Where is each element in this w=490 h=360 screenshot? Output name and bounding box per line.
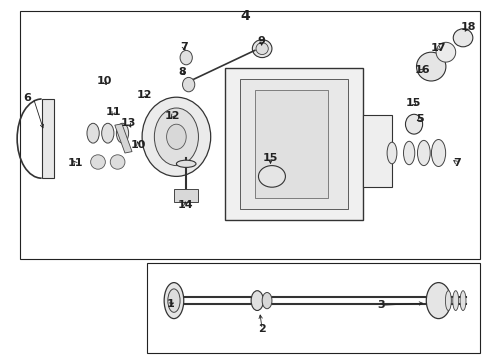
- Ellipse shape: [102, 123, 114, 143]
- Ellipse shape: [445, 291, 451, 310]
- Ellipse shape: [167, 124, 186, 149]
- Ellipse shape: [87, 123, 99, 143]
- Ellipse shape: [460, 291, 466, 310]
- Ellipse shape: [453, 29, 473, 47]
- Ellipse shape: [168, 289, 180, 312]
- Ellipse shape: [110, 155, 125, 169]
- Text: 3: 3: [377, 300, 385, 310]
- Ellipse shape: [182, 77, 195, 92]
- Text: 7: 7: [453, 158, 461, 168]
- Text: 2: 2: [258, 324, 266, 334]
- Ellipse shape: [416, 52, 446, 81]
- Text: 11: 11: [106, 107, 122, 117]
- Text: 5: 5: [416, 114, 424, 124]
- Bar: [255, 90, 328, 198]
- Bar: [115, 124, 132, 153]
- Ellipse shape: [259, 166, 285, 187]
- Text: 15: 15: [263, 153, 278, 163]
- Ellipse shape: [404, 141, 415, 165]
- Text: 11: 11: [67, 158, 83, 168]
- Ellipse shape: [436, 42, 456, 62]
- Ellipse shape: [256, 43, 269, 55]
- Text: 10: 10: [96, 76, 112, 86]
- Ellipse shape: [453, 291, 459, 310]
- Bar: [20, 11, 480, 259]
- Text: 10: 10: [130, 140, 146, 150]
- Bar: [363, 115, 392, 187]
- Ellipse shape: [426, 283, 451, 319]
- Text: 4: 4: [240, 9, 250, 23]
- Text: 7: 7: [180, 42, 188, 52]
- Text: 17: 17: [431, 43, 446, 53]
- Ellipse shape: [117, 123, 128, 143]
- Ellipse shape: [417, 140, 430, 166]
- Bar: [174, 189, 198, 202]
- Text: 18: 18: [460, 22, 476, 32]
- Text: 15: 15: [405, 98, 421, 108]
- Text: 14: 14: [177, 200, 193, 210]
- Text: 1: 1: [167, 299, 174, 309]
- Bar: [225, 68, 363, 220]
- Text: 8: 8: [178, 67, 186, 77]
- Bar: [42, 99, 54, 178]
- Ellipse shape: [431, 140, 446, 167]
- Ellipse shape: [91, 155, 105, 169]
- Text: 16: 16: [415, 65, 430, 75]
- Ellipse shape: [251, 291, 264, 310]
- Ellipse shape: [154, 108, 198, 166]
- Ellipse shape: [252, 40, 272, 58]
- Text: 9: 9: [258, 36, 266, 46]
- Text: 12: 12: [137, 90, 152, 100]
- Text: 13: 13: [121, 118, 136, 128]
- Ellipse shape: [262, 292, 272, 309]
- Ellipse shape: [164, 283, 184, 319]
- Ellipse shape: [405, 114, 422, 134]
- Ellipse shape: [176, 160, 196, 167]
- Ellipse shape: [180, 50, 192, 65]
- Ellipse shape: [142, 97, 211, 176]
- Bar: [240, 79, 348, 209]
- Text: 12: 12: [165, 111, 180, 121]
- Text: 6: 6: [23, 93, 31, 103]
- Bar: [147, 263, 480, 353]
- Ellipse shape: [387, 142, 397, 164]
